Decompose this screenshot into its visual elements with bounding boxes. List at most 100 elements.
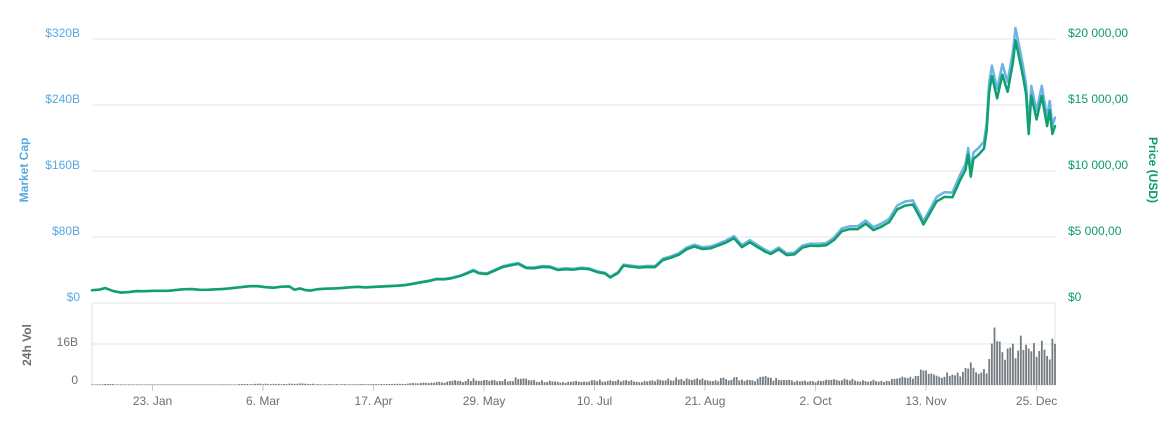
volume-bar[interactable] <box>459 380 462 385</box>
volume-bar[interactable] <box>909 376 912 385</box>
volume-bar[interactable] <box>601 381 604 385</box>
volume-bar[interactable] <box>798 381 801 385</box>
volume-bar[interactable] <box>872 379 875 385</box>
volume-bar[interactable] <box>848 380 851 385</box>
volume-bar[interactable] <box>185 384 188 385</box>
volume-bar[interactable] <box>414 383 417 385</box>
volume-bar[interactable] <box>241 383 243 385</box>
volume-bar[interactable] <box>141 384 143 385</box>
volume-bar[interactable] <box>533 379 535 385</box>
volume-bar[interactable] <box>122 384 125 385</box>
volume-bar[interactable] <box>659 379 662 385</box>
volume-bar[interactable] <box>143 384 146 385</box>
volume-bar[interactable] <box>943 376 946 385</box>
volume-bar[interactable] <box>201 384 204 385</box>
volume-bar[interactable] <box>475 380 478 385</box>
volume-bar[interactable] <box>359 384 362 385</box>
volume-bar[interactable] <box>177 384 180 385</box>
volume-bar[interactable] <box>159 384 162 385</box>
volume-bar[interactable] <box>1040 340 1043 385</box>
volume-bar[interactable] <box>304 383 307 385</box>
volume-bar[interactable] <box>598 379 601 385</box>
volume-bar[interactable] <box>217 384 220 385</box>
volume-bar[interactable] <box>646 381 649 385</box>
volume-bar[interactable] <box>138 384 141 385</box>
volume-bar[interactable] <box>962 371 964 385</box>
volume-bar[interactable] <box>864 381 867 385</box>
volume-bar[interactable] <box>248 384 251 385</box>
volume-bar[interactable] <box>743 381 746 385</box>
volume-bar[interactable] <box>275 384 278 385</box>
volume-bar[interactable] <box>462 382 464 385</box>
volume-bar[interactable] <box>154 384 157 385</box>
volume-bar[interactable] <box>669 380 672 385</box>
volume-bar[interactable] <box>296 383 299 385</box>
volume-bar[interactable] <box>264 383 267 385</box>
volume-bar[interactable] <box>491 380 493 385</box>
volume-bar[interactable] <box>614 380 617 385</box>
price-line[interactable] <box>90 39 1057 294</box>
volume-bar[interactable] <box>259 383 262 385</box>
volume-bar[interactable] <box>835 380 838 385</box>
volume-bar[interactable] <box>267 384 270 385</box>
volume-bar[interactable] <box>641 382 643 385</box>
volume-bar[interactable] <box>980 372 983 385</box>
volume-bar[interactable] <box>825 379 827 385</box>
volume-bar[interactable] <box>335 384 338 385</box>
volume-bar[interactable] <box>862 380 864 385</box>
volume-bar[interactable] <box>156 384 159 385</box>
volume-bar[interactable] <box>383 384 385 385</box>
volume-bar[interactable] <box>535 381 538 385</box>
volume-bar[interactable] <box>901 376 904 385</box>
volume-bar[interactable] <box>843 378 846 385</box>
volume-bar[interactable] <box>772 380 775 385</box>
volume-bar[interactable] <box>562 382 564 385</box>
volume-bar[interactable] <box>164 384 167 385</box>
volume-bar[interactable] <box>104 383 107 385</box>
volume-bar[interactable] <box>717 381 720 385</box>
volume-bar[interactable] <box>204 384 207 385</box>
volume-bar[interactable] <box>504 379 506 385</box>
volume-bar[interactable] <box>801 380 804 385</box>
volume-bar[interactable] <box>343 384 346 385</box>
volume-bar[interactable] <box>604 381 606 385</box>
volume-bar[interactable] <box>927 373 930 385</box>
volume-bar[interactable] <box>591 380 593 385</box>
volume-bar[interactable] <box>664 380 667 385</box>
volume-bar[interactable] <box>554 381 556 385</box>
volume-bar[interactable] <box>485 379 488 385</box>
volume-bar[interactable] <box>125 384 128 385</box>
volume-bar[interactable] <box>938 376 941 385</box>
volume-bar[interactable] <box>127 384 130 385</box>
volume-bar[interactable] <box>272 383 275 385</box>
volume-bar[interactable] <box>480 380 483 385</box>
volume-bar[interactable] <box>764 375 767 385</box>
volume-bar[interactable] <box>93 384 96 385</box>
volume-bar[interactable] <box>651 380 654 385</box>
volume-bar[interactable] <box>893 379 896 385</box>
volume-bar[interactable] <box>877 381 880 385</box>
volume-bar[interactable] <box>748 380 751 385</box>
volume-bar[interactable] <box>438 381 441 385</box>
volume-bar[interactable] <box>851 378 854 385</box>
volume-bar[interactable] <box>869 381 872 385</box>
volume-bar[interactable] <box>1009 347 1012 385</box>
volume-bar[interactable] <box>330 384 333 385</box>
volume-bar[interactable] <box>404 384 407 385</box>
volume-bar[interactable] <box>506 381 509 385</box>
volume-bar[interactable] <box>96 384 99 385</box>
volume-bar[interactable] <box>977 373 980 385</box>
volume-bar[interactable] <box>314 384 317 385</box>
volume-bar[interactable] <box>477 380 480 385</box>
volume-bar[interactable] <box>988 358 991 385</box>
volume-bar[interactable] <box>975 372 977 385</box>
volume-bar[interactable] <box>91 384 93 385</box>
volume-bar[interactable] <box>667 378 670 385</box>
volume-bar[interactable] <box>822 380 825 385</box>
volume-bar[interactable] <box>630 380 633 385</box>
volume-bar[interactable] <box>769 377 772 385</box>
volume-bar[interactable] <box>946 372 949 385</box>
volume-bar[interactable] <box>362 384 364 385</box>
volume-bar[interactable] <box>712 381 714 385</box>
volume-bar[interactable] <box>809 381 812 385</box>
